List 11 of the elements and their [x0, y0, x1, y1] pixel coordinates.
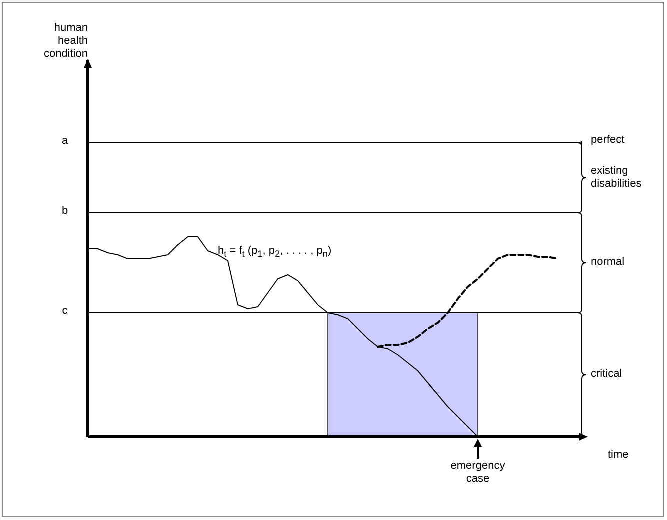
text: human health condition [42, 22, 88, 61]
annotation: emergency case [450, 460, 506, 486]
ref-line-label: a [62, 135, 69, 148]
text: normal [591, 256, 626, 270]
text: perfect [591, 134, 626, 148]
text: h$_{t}$ = f$_{t}$ (p$_{1}$, p$_{2}$, . . . . , p$_{n}$) [218, 244, 332, 260]
text: existing disabilities [591, 164, 643, 191]
text: critical [591, 368, 624, 382]
ref-line-label: b [62, 205, 68, 218]
x-axis-title: time [608, 449, 629, 462]
ref-line-label: c [62, 305, 68, 318]
